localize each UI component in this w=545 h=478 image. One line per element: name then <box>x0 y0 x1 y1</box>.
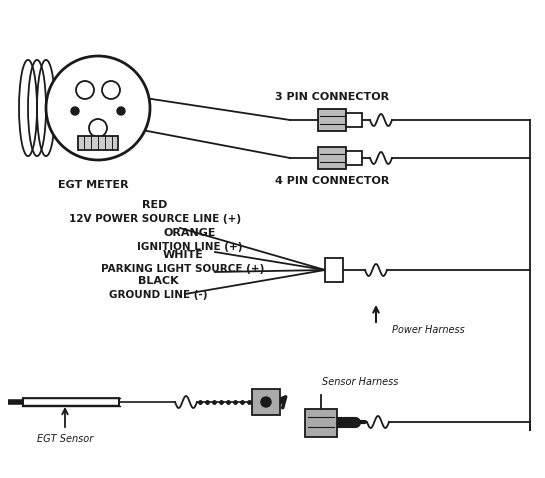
Text: GROUND LINE (-): GROUND LINE (-) <box>109 290 207 300</box>
FancyBboxPatch shape <box>252 389 280 415</box>
Text: 3 PIN CONNECTOR: 3 PIN CONNECTOR <box>275 92 389 102</box>
Text: Sensor Harness: Sensor Harness <box>322 377 398 387</box>
Text: RED: RED <box>142 200 168 210</box>
Text: Power Harness: Power Harness <box>392 325 465 335</box>
Text: EGT Sensor: EGT Sensor <box>37 434 93 444</box>
Text: EGT METER: EGT METER <box>58 180 128 190</box>
Text: BLACK: BLACK <box>138 276 178 286</box>
FancyBboxPatch shape <box>346 151 362 165</box>
FancyBboxPatch shape <box>325 258 343 282</box>
Text: 4 PIN CONNECTOR: 4 PIN CONNECTOR <box>275 176 389 186</box>
Circle shape <box>76 81 94 99</box>
FancyBboxPatch shape <box>305 409 337 437</box>
Circle shape <box>71 107 79 115</box>
Text: 12V POWER SOURCE LINE (+): 12V POWER SOURCE LINE (+) <box>69 214 241 224</box>
FancyBboxPatch shape <box>78 136 118 150</box>
FancyBboxPatch shape <box>318 147 346 169</box>
FancyBboxPatch shape <box>346 113 362 127</box>
Text: ORANGE: ORANGE <box>164 228 216 238</box>
FancyBboxPatch shape <box>318 109 346 131</box>
Circle shape <box>117 107 125 115</box>
Text: IGNITION LINE (+): IGNITION LINE (+) <box>137 242 243 252</box>
Circle shape <box>261 397 271 407</box>
Circle shape <box>102 81 120 99</box>
Circle shape <box>46 56 150 160</box>
Text: PARKING LIGHT SOURCE (+): PARKING LIGHT SOURCE (+) <box>101 264 265 274</box>
Text: WHITE: WHITE <box>162 250 203 260</box>
Circle shape <box>89 119 107 137</box>
